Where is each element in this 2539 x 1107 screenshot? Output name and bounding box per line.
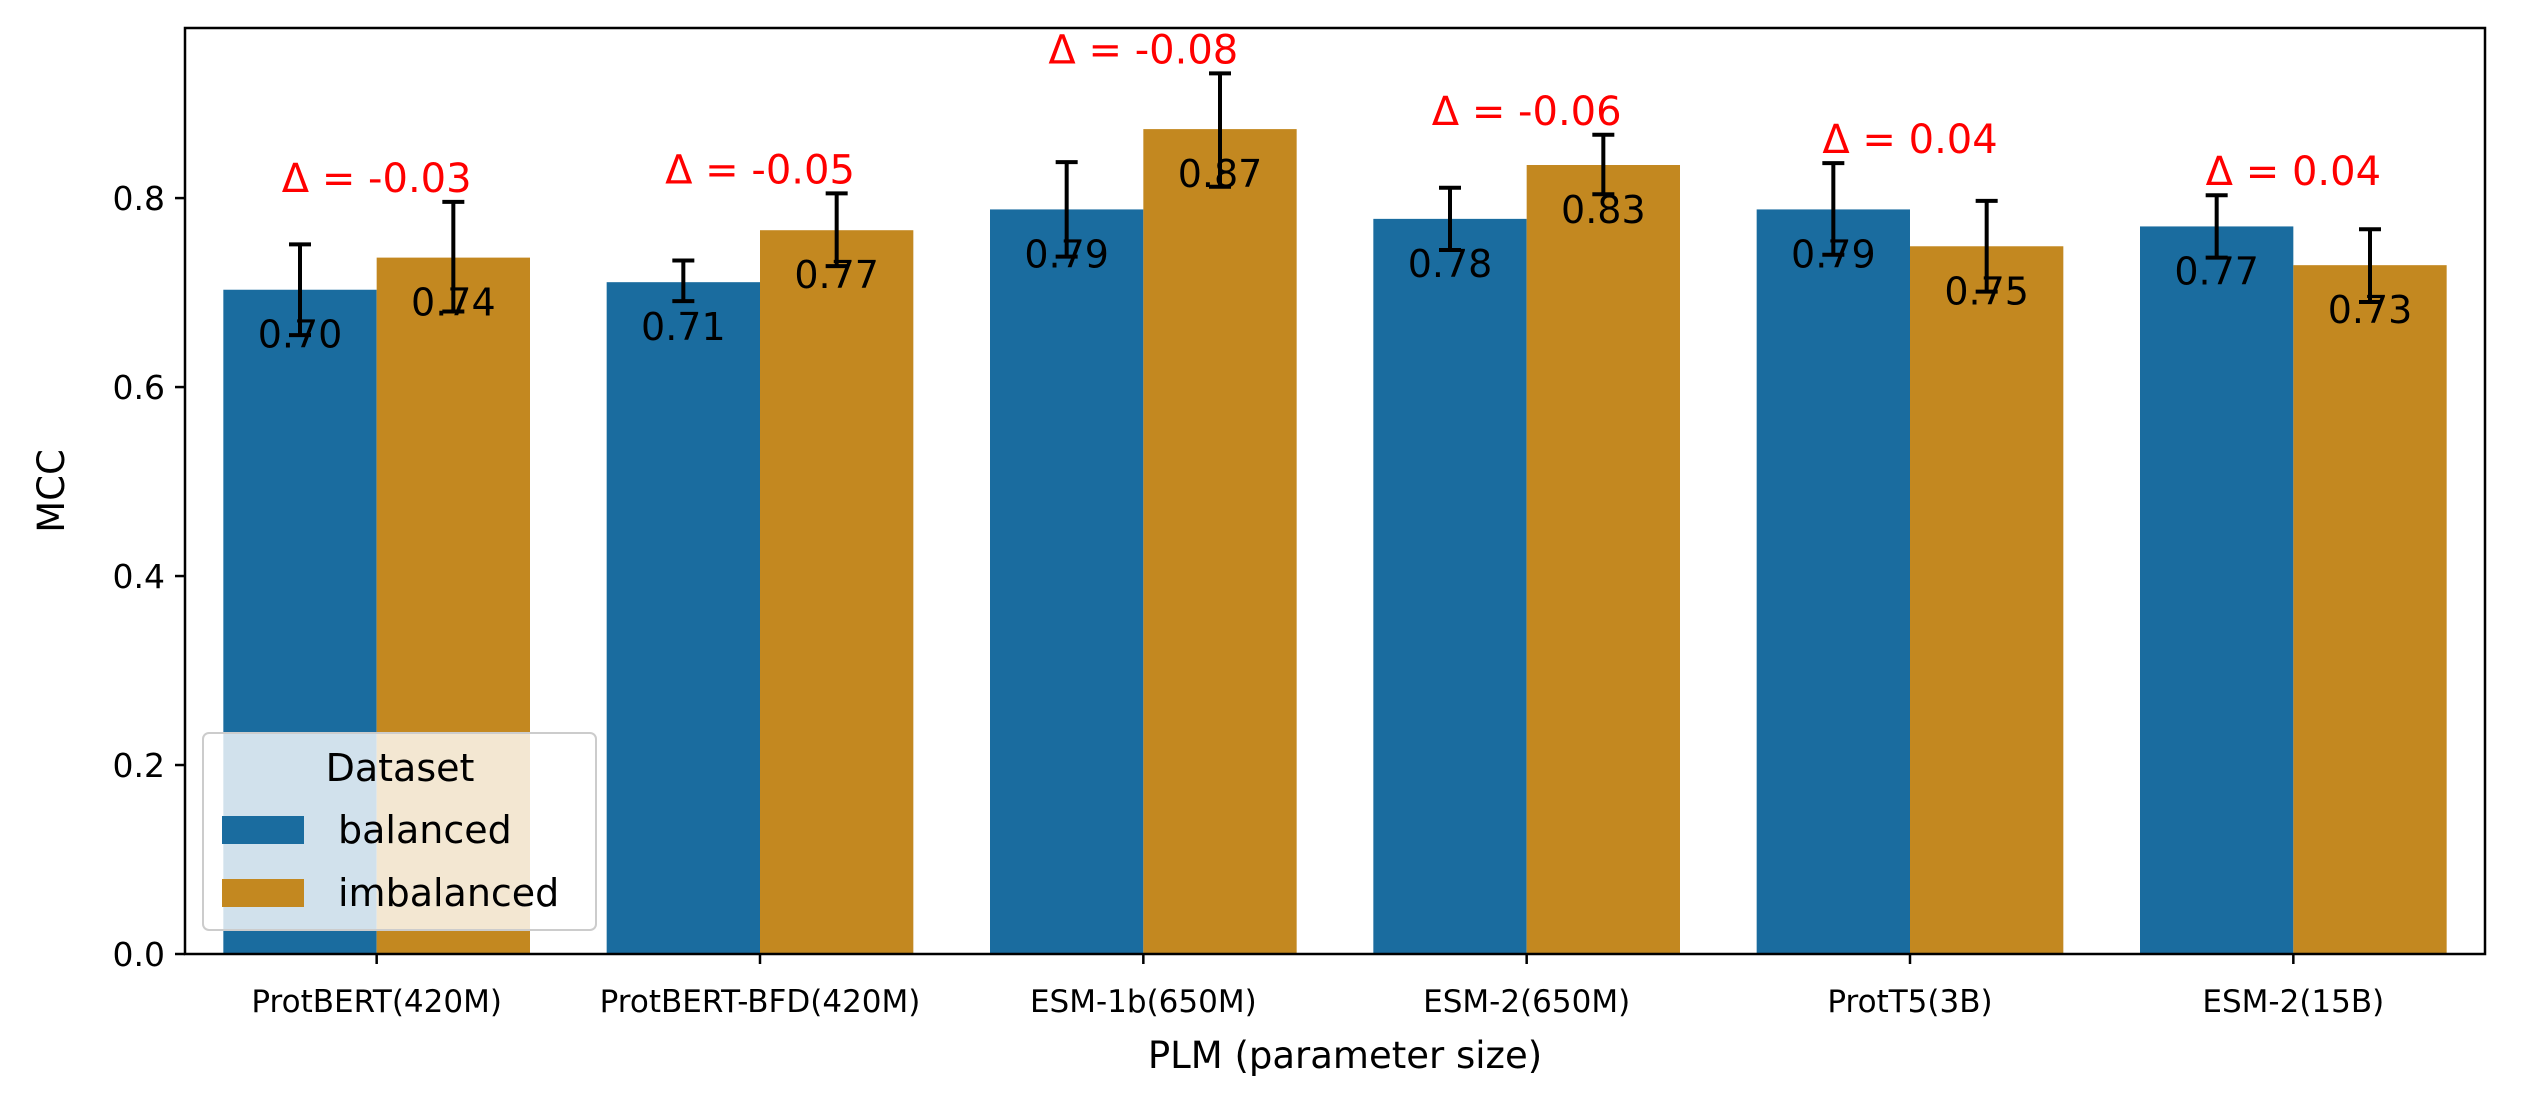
bar-imbalanced-4: [1910, 246, 2064, 954]
x-axis-label: PLM (parameter size): [1148, 1034, 1542, 1077]
bar-imbalanced-2: [1143, 129, 1297, 955]
y-tick-label-1: 0.2: [113, 746, 165, 785]
delta-annotation-3: Δ = -0.06: [1432, 89, 1622, 135]
y-tick-label-2: 0.4: [113, 557, 165, 596]
error-bar-imbalanced-3: [1592, 132, 1615, 197]
x-tick-label-1: ProtBERT-BFD(420M): [600, 984, 921, 1020]
value-label-balanced-4: 0.79: [1791, 232, 1876, 276]
x-tick-label-3: ESM-2(650M): [1423, 984, 1630, 1020]
value-label-balanced-2: 0.79: [1024, 232, 1109, 276]
value-label-balanced-1: 0.71: [641, 305, 726, 349]
value-label-balanced-3: 0.78: [1408, 242, 1493, 286]
bar-balanced-5: [2140, 226, 2294, 954]
error-bar-balanced-4: [1822, 161, 1845, 257]
value-label-imbalanced-3: 0.83: [1561, 188, 1646, 232]
bar-balanced-3: [1373, 218, 1527, 954]
value-label-balanced-0: 0.70: [258, 313, 343, 357]
errorbars-layer: [289, 71, 2381, 338]
x-tick-label-4: ProtT5(3B): [1827, 984, 1992, 1020]
legend-swatch-imbalanced: [222, 879, 304, 907]
delta-annotation-4: Δ = 0.04: [1822, 117, 1997, 163]
bar-imbalanced-5: [2293, 265, 2447, 954]
error-bar-imbalanced-2: [1209, 71, 1231, 189]
error-bar-balanced-1: [672, 258, 695, 304]
y-axis-label: MCC: [30, 449, 73, 533]
error-bar-balanced-2: [1055, 160, 1078, 259]
x-tick-label-0: ProtBERT(420M): [251, 984, 502, 1020]
x-axis-ticks: ProtBERT(420M) ProtBERT-BFD(420M) ESM-1b(6…: [251, 954, 2384, 1020]
delta-annotation-0: Δ = -0.03: [282, 156, 472, 202]
plot-frame: [183, 26, 2487, 956]
legend-swatch-balanced: [222, 816, 304, 844]
y-tick-label-0: 0.0: [113, 935, 165, 974]
value-labels-layer: 0.70 0.74 0.71 0.77 0.79 0.87 0.78 0.83 0.79 0.75…: [258, 152, 2413, 357]
legend-label-imbalanced: imbalanced: [338, 871, 559, 915]
error-bar-imbalanced-5: [2359, 227, 2381, 305]
delta-annotation-5: Δ = 0.04: [2206, 149, 2381, 195]
legend: Dataset balanced imbalanced: [202, 732, 597, 931]
bar-imbalanced-3: [1526, 165, 1680, 955]
bars-layer: [223, 129, 2447, 955]
value-label-imbalanced-2: 0.87: [1178, 152, 1263, 196]
delta-annotation-2: Δ = -0.08: [1048, 27, 1238, 73]
delta-annotation-1: Δ = -0.05: [665, 147, 855, 193]
value-label-balanced-5: 0.77: [2174, 249, 2259, 293]
error-bar-imbalanced-0: [442, 199, 465, 314]
bar-balanced-1: [606, 282, 760, 954]
y-tick-label-3: 0.6: [113, 368, 165, 407]
bar-imbalanced-1: [760, 230, 914, 955]
legend-title: Dataset: [326, 746, 475, 790]
error-bar-imbalanced-4: [1975, 198, 1998, 294]
value-label-imbalanced-4: 0.75: [1944, 269, 2029, 313]
x-tick-label-5: ESM-2(15B): [2202, 984, 2384, 1020]
x-tick-label-2: ESM-1b(650M): [1030, 984, 1257, 1020]
value-label-imbalanced-0: 0.74: [411, 281, 496, 325]
error-bar-balanced-0: [289, 242, 311, 338]
error-bar-imbalanced-1: [825, 191, 848, 269]
delta-annotations-layer: Δ = -0.03 Δ = -0.05 Δ = -0.08 Δ = -0.06 Δ = …: [282, 27, 2381, 202]
value-label-imbalanced-1: 0.77: [794, 253, 879, 297]
value-label-imbalanced-5: 0.73: [2328, 288, 2413, 332]
bar-balanced-4: [1756, 209, 1910, 954]
y-axis-ticks: 0.0 0.2 0.4 0.6 0.8: [113, 179, 185, 974]
error-bar-balanced-3: [1439, 185, 1461, 253]
error-bar-balanced-5: [2205, 193, 2228, 260]
y-tick-label-4: 0.8: [113, 179, 165, 218]
legend-label-balanced: balanced: [338, 808, 512, 852]
bar-balanced-2: [990, 209, 1144, 954]
